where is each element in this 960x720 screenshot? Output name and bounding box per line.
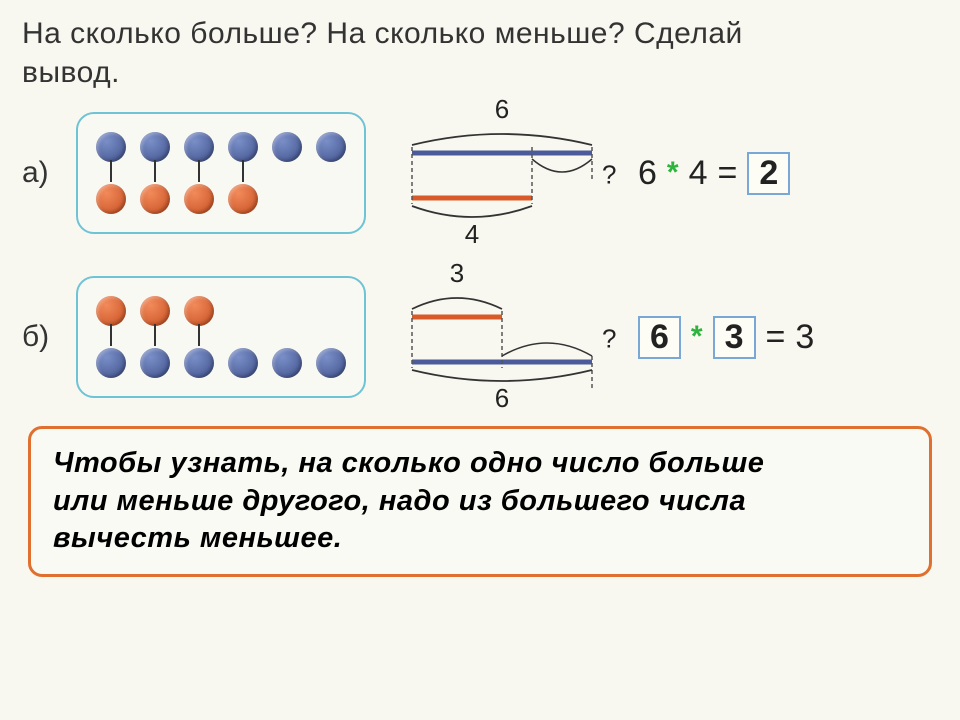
counter-dot (316, 132, 346, 162)
eq-b-answer: 3 (795, 318, 814, 357)
problem-b-dots-box (76, 276, 366, 398)
counter-dot (140, 132, 170, 162)
rule-line2: или меньше другого, надо из большего чис… (53, 485, 746, 517)
counter-dot (184, 296, 214, 326)
svg-text:3: 3 (450, 262, 464, 288)
problem-b-label: б) (22, 320, 60, 354)
counter-dot (140, 184, 170, 214)
counter-dot (140, 348, 170, 378)
counter-dot (96, 184, 126, 214)
counter-dot (184, 184, 214, 214)
svg-text:6: 6 (495, 98, 509, 124)
problem-b-diagram: 3 6? (382, 262, 622, 412)
counter-dot (184, 132, 214, 162)
svg-text:?: ? (602, 324, 616, 354)
counter-dot (316, 348, 346, 378)
counter-dot (96, 348, 126, 378)
counter-dot (272, 132, 302, 162)
counter-dot (96, 132, 126, 162)
counter-dot (228, 348, 258, 378)
problem-a-diagram: 6 4? (382, 98, 622, 248)
counter-dot (96, 296, 126, 326)
counter-dot (228, 184, 258, 214)
eq-b-right: 3 (713, 316, 756, 359)
svg-text:?: ? (602, 160, 616, 190)
title-line2: вывод. (22, 56, 120, 89)
eq-b-eq: = (766, 318, 786, 357)
eq-a-eq: = (718, 154, 738, 193)
counter-dot (184, 348, 214, 378)
eq-b-left: 6 (638, 316, 681, 359)
rule-line1: Чтобы узнать, на сколько одно число боль… (53, 447, 764, 479)
problem-a-label: а) (22, 156, 60, 190)
rule-line3: вычесть меньшее. (53, 522, 342, 554)
svg-text:6: 6 (495, 383, 509, 412)
problem-a-dots-box (76, 112, 366, 234)
title-line1: На сколько больше? На сколько меньше? Сд… (22, 17, 743, 50)
counter-dot (140, 296, 170, 326)
counter-dot (228, 132, 258, 162)
question-title: На сколько больше? На сколько меньше? Сд… (22, 14, 938, 92)
counter-dot (272, 348, 302, 378)
eq-a-left: 6 (638, 154, 657, 193)
problem-a-equation: 6 * 4 = 2 (638, 152, 790, 195)
problem-b-equation: 6 * 3 = 3 (638, 316, 814, 359)
eq-a-answer: 2 (747, 152, 790, 195)
rule-box: Чтобы узнать, на сколько одно число боль… (28, 426, 932, 577)
problem-b-row: б) 36? 6 * 3 = 3 (22, 262, 938, 412)
eq-a-op: * (667, 156, 679, 190)
eq-b-op: * (691, 320, 703, 354)
svg-text:4: 4 (465, 219, 479, 248)
problem-a-row: а) 64? 6 * 4 = 2 (22, 98, 938, 248)
eq-a-right: 4 (689, 154, 708, 193)
